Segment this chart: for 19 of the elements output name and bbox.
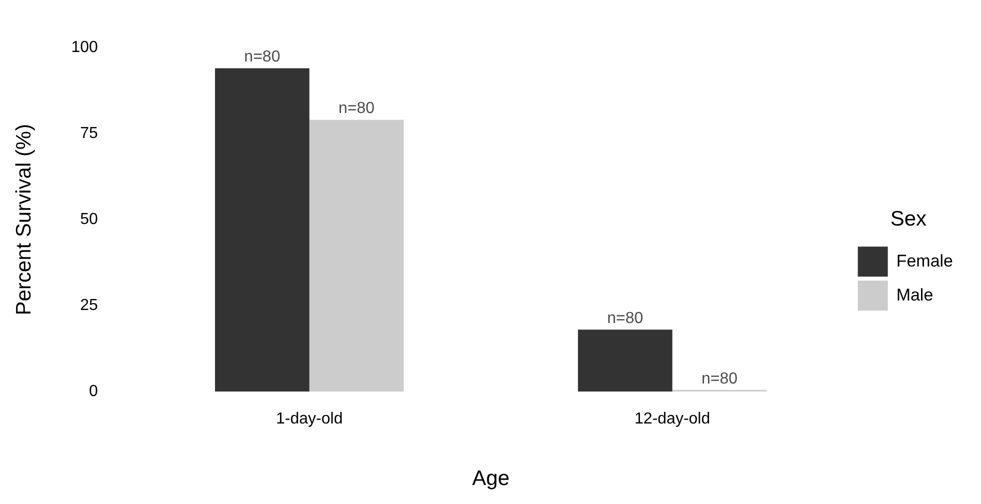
x-axis-title: Age (472, 467, 510, 490)
annotation: n=80 (607, 310, 644, 328)
x-tick-label: 12-day-old (634, 410, 710, 428)
y-tick-label: 100 (71, 39, 98, 56)
annotation: n=80 (701, 370, 738, 388)
y-tick-label: 50 (80, 211, 98, 228)
bar (215, 68, 310, 392)
annotation: n=80 (338, 100, 375, 118)
x-tick-label: 1-day-old (276, 410, 343, 428)
legend-title: Sex (890, 208, 927, 231)
y-axis-title: Percent Survival (%) (12, 124, 36, 316)
y-tick-label: 75 (80, 125, 98, 142)
legend-label: Female (896, 251, 953, 270)
legend-label: Male (896, 285, 934, 304)
bar (578, 330, 672, 392)
y-tick-label: 0 (88, 383, 98, 400)
y-tick-label: 25 (80, 297, 98, 314)
bar (309, 120, 404, 392)
annotation: n=80 (244, 48, 280, 66)
